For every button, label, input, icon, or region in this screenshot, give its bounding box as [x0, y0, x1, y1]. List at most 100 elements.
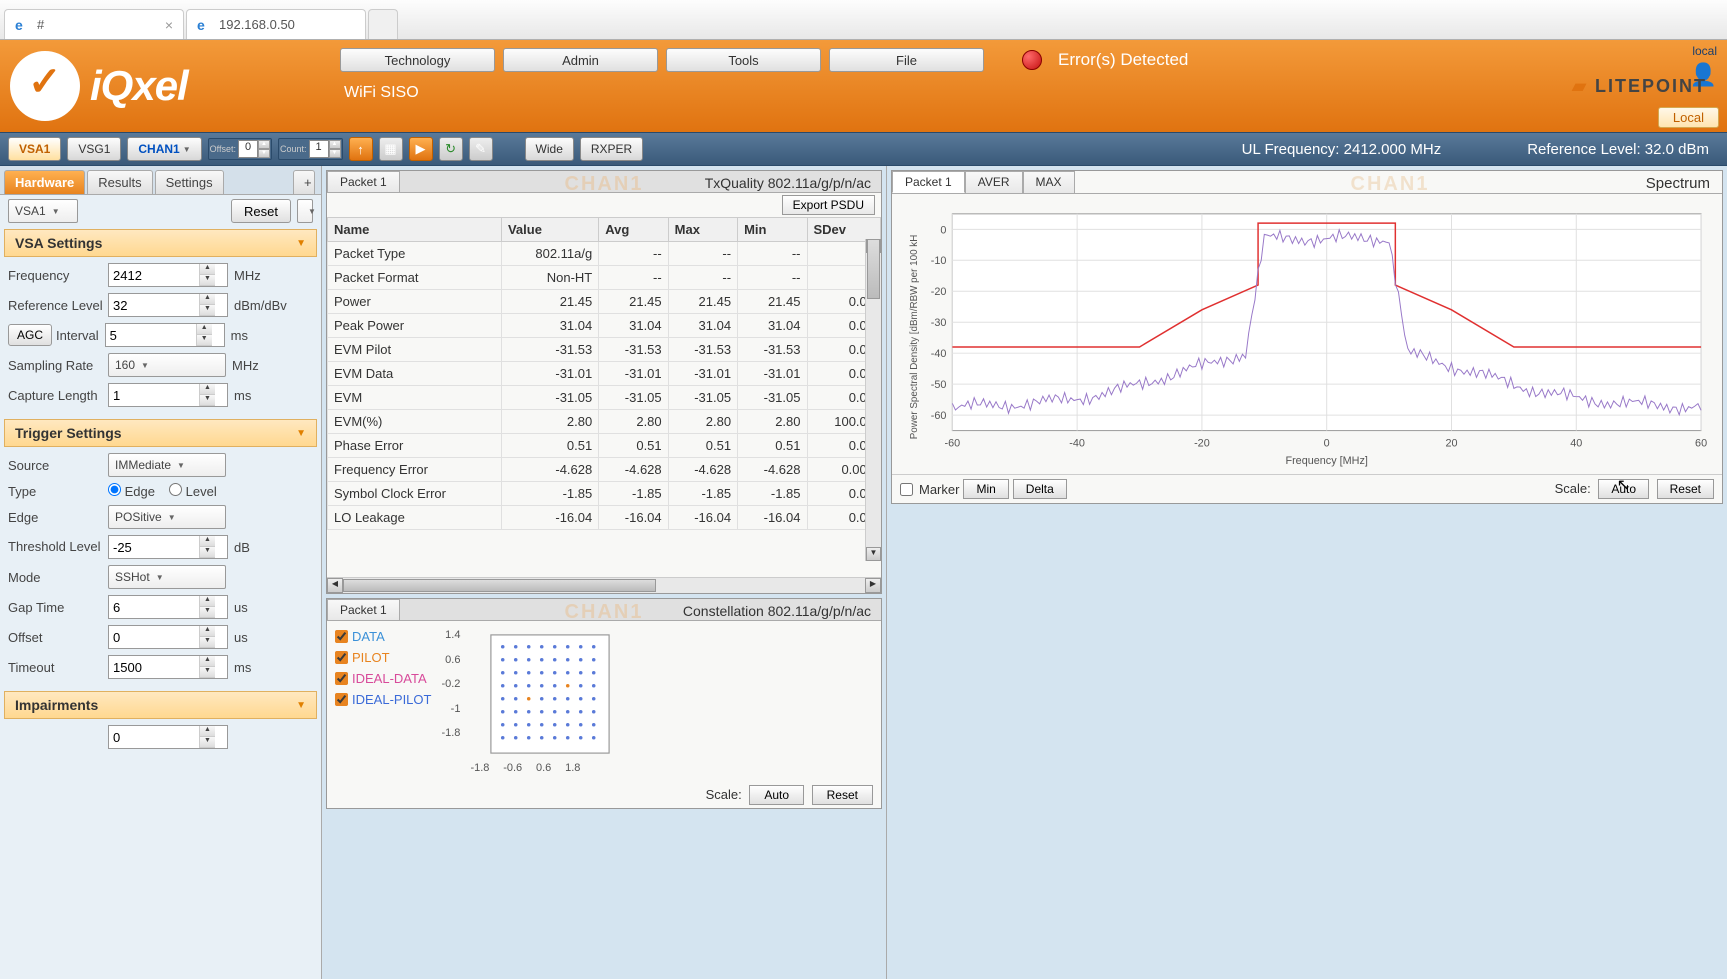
scale-label: Scale:: [706, 787, 742, 802]
reset-button[interactable]: Reset: [1657, 479, 1714, 499]
play-icon[interactable]: ▶: [409, 137, 433, 161]
table-row: EVM Pilot-31.53-31.53-31.53-31.530.00: [328, 338, 881, 362]
delta-button[interactable]: Delta: [1013, 479, 1067, 499]
auto-button[interactable]: Auto: [1598, 479, 1649, 499]
nav-admin[interactable]: Admin: [503, 48, 658, 72]
scroll-thumb[interactable]: [343, 579, 656, 592]
vsa-select[interactable]: VSA1: [8, 199, 78, 223]
scroll-left-icon[interactable]: ◀: [327, 578, 343, 593]
up-icon[interactable]: ▲: [258, 140, 270, 149]
count-spinner[interactable]: Count: 1 ▲▼: [278, 138, 343, 160]
right-panel: Packet 1 AVER MAX CHAN1 Spectrum 0-10-20…: [887, 166, 1727, 979]
packet1-tab[interactable]: Packet 1: [892, 171, 965, 193]
new-tab-button[interactable]: [368, 9, 398, 39]
reflevel-input[interactable]: ▲▼: [108, 293, 228, 317]
type-level-radio[interactable]: Level: [169, 483, 217, 499]
section-impairments[interactable]: Impairments: [4, 691, 317, 719]
tab-hardware[interactable]: Hardware: [4, 170, 85, 194]
capture-input[interactable]: ▲▼: [108, 383, 228, 407]
offset-input[interactable]: ▲▼: [108, 625, 228, 649]
ref-level-label: Reference Level: 32.0 dBm: [1527, 141, 1709, 158]
impairment-input[interactable]: ▲▼: [108, 725, 228, 749]
wide-button[interactable]: Wide: [525, 137, 574, 161]
browser-tab-2[interactable]: e 192.168.0.50: [186, 9, 366, 39]
svg-text:40: 40: [1570, 437, 1582, 449]
nav-file[interactable]: File: [829, 48, 984, 72]
auto-button[interactable]: Auto: [749, 785, 804, 805]
refresh-icon[interactable]: ↻: [439, 137, 463, 161]
table-row: Phase Error0.510.510.510.510.00: [328, 434, 881, 458]
timeout-input[interactable]: ▲▼: [108, 655, 228, 679]
section-vsa-settings[interactable]: VSA Settings: [4, 229, 317, 257]
vertical-scrollbar[interactable]: ▲ ▼: [865, 239, 881, 561]
table-row: Symbol Clock Error-1.85-1.85-1.85-1.850.…: [328, 482, 881, 506]
close-icon[interactable]: ×: [165, 17, 173, 33]
packet1-tab[interactable]: Packet 1: [327, 599, 400, 620]
svg-text:-10: -10: [931, 255, 947, 267]
panel-title: Constellation 802.11a/g/p/n/ac: [683, 603, 871, 619]
offset-spinner[interactable]: Offset: 0 ▲▼: [208, 138, 272, 160]
spectrum-chart[interactable]: 0-10-20-30-40-50-60-60-40-200204060Power…: [902, 204, 1712, 470]
scroll-down-icon[interactable]: ▼: [866, 547, 881, 561]
reset-button[interactable]: Reset: [231, 199, 291, 223]
local-label: local: [1690, 44, 1717, 58]
tab-settings[interactable]: Settings: [155, 170, 224, 194]
down-icon[interactable]: ▼: [258, 149, 270, 158]
max-tab[interactable]: MAX: [1023, 171, 1075, 193]
chan1-dropdown[interactable]: CHAN1: [127, 137, 201, 161]
scroll-thumb[interactable]: [867, 239, 880, 299]
export-psdu-button[interactable]: Export PSDU: [782, 195, 875, 215]
min-button[interactable]: Min: [963, 479, 1008, 499]
aver-tab[interactable]: AVER: [965, 171, 1023, 193]
nav-tools[interactable]: Tools: [666, 48, 821, 72]
legend-data[interactable]: DATA: [335, 629, 431, 644]
section-trigger-settings[interactable]: Trigger Settings: [4, 419, 317, 447]
constellation-legend: DATA PILOT IDEAL-DATA IDEAL-PILOT: [335, 629, 431, 774]
threshold-input[interactable]: ▲▼: [108, 535, 228, 559]
marker-checkbox[interactable]: [900, 483, 913, 496]
frequency-input[interactable]: ▲▼: [108, 263, 228, 287]
tool-icon[interactable]: ✎: [469, 137, 493, 161]
tab-results[interactable]: Results: [87, 170, 152, 194]
rxper-button[interactable]: RXPER: [580, 137, 643, 161]
source-select[interactable]: IMMediate: [108, 453, 226, 477]
spectrum-title: Spectrum: [1646, 175, 1710, 192]
local-button[interactable]: Local: [1658, 107, 1719, 128]
app-header: iQxel Technology Admin Tools File Error(…: [0, 40, 1727, 132]
browser-tab-1[interactable]: e # ×: [4, 9, 184, 39]
col-name: Name: [328, 218, 502, 242]
edge-select[interactable]: POSitive: [108, 505, 226, 529]
agc-button[interactable]: AGC: [8, 324, 52, 346]
capture-label: Capture Length: [8, 388, 108, 403]
nav-technology[interactable]: Technology: [340, 48, 495, 72]
svg-text:0: 0: [940, 224, 946, 236]
constellation-panel: Packet 1 CHAN1 Constellation 802.11a/g/p…: [326, 598, 882, 809]
spectrum-panel: Packet 1 AVER MAX CHAN1 Spectrum 0-10-20…: [891, 170, 1723, 504]
litepoint-logo: ▰ LITEPOINT: [1572, 76, 1707, 97]
tab-title: 192.168.0.50: [219, 17, 295, 32]
down-icon[interactable]: ▼: [329, 149, 341, 158]
gap-input[interactable]: ▲▼: [108, 595, 228, 619]
reset-dropdown[interactable]: [297, 199, 313, 223]
constellation-chart[interactable]: [470, 629, 630, 759]
horizontal-scrollbar[interactable]: ◀ ▶: [327, 577, 881, 593]
grid-icon[interactable]: ▦: [379, 137, 403, 161]
vsa1-button[interactable]: VSA1: [8, 137, 61, 161]
legend-ideal-pilot[interactable]: IDEAL-PILOT: [335, 692, 431, 707]
tab-add-button[interactable]: +: [293, 170, 315, 194]
reset-button[interactable]: Reset: [812, 785, 873, 805]
up-arrow-icon[interactable]: ↑: [349, 137, 373, 161]
scroll-right-icon[interactable]: ▶: [865, 578, 881, 593]
sampling-select[interactable]: 160: [108, 353, 226, 377]
packet1-tab[interactable]: Packet 1: [327, 171, 400, 192]
frequency-label: Frequency: [8, 268, 108, 283]
scale-label: Scale:: [1555, 481, 1591, 496]
threshold-label: Threshold Level: [8, 540, 108, 554]
mode-select[interactable]: SSHot: [108, 565, 226, 589]
vsg1-button[interactable]: VSG1: [67, 137, 121, 161]
legend-pilot[interactable]: PILOT: [335, 650, 431, 665]
legend-ideal-data[interactable]: IDEAL-DATA: [335, 671, 431, 686]
up-icon[interactable]: ▲: [329, 140, 341, 149]
type-edge-radio[interactable]: Edge: [108, 483, 155, 499]
interval-input[interactable]: ▲▼: [105, 323, 225, 347]
